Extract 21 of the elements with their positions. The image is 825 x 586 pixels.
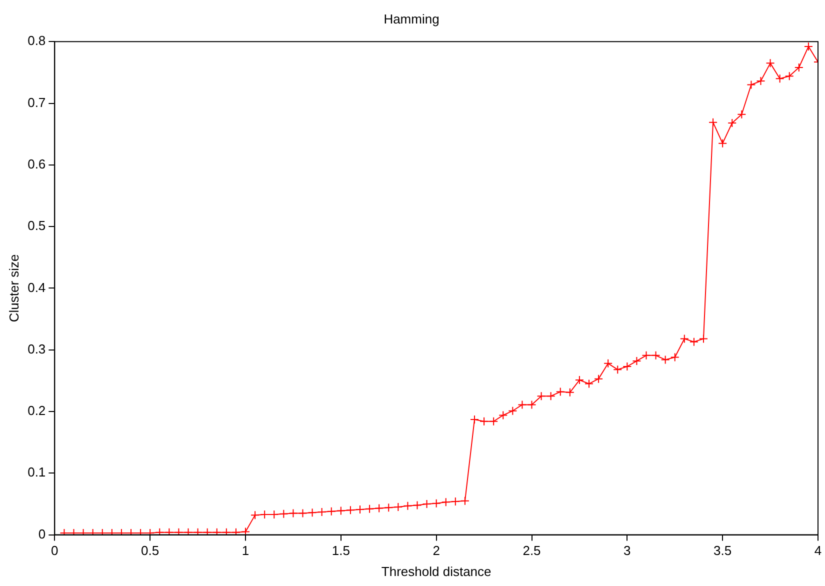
x-tick-label: 4 <box>814 543 822 558</box>
y-tick-label: 0.7 <box>28 94 46 110</box>
y-tick-label: 0.6 <box>28 156 46 172</box>
y-tick-label: 0.8 <box>28 33 46 48</box>
chart-title: Hamming <box>384 11 440 26</box>
y-tick-label: 0 <box>38 526 46 542</box>
x-axis-title: Threshold distance <box>381 564 492 579</box>
y-tick-label: 0.2 <box>28 403 46 418</box>
y-axis-title: Cluster size <box>6 254 22 322</box>
x-tick-label: 3 <box>624 543 631 558</box>
x-tick-label: 2 <box>432 543 440 558</box>
x-tick-label: 3.5 <box>714 543 732 558</box>
x-tick-label: 2.5 <box>522 543 541 558</box>
x-tick-label: 0 <box>51 543 58 558</box>
y-tick-label: 0.1 <box>28 464 46 480</box>
y-tick-label: 0.5 <box>28 218 46 234</box>
x-tick-label: 1.5 <box>332 543 350 558</box>
y-tick-label: 0.4 <box>28 280 46 295</box>
x-tick-label: 1 <box>242 543 250 558</box>
x-tick-label: 0.5 <box>141 543 160 558</box>
y-tick-label: 0.3 <box>28 341 46 356</box>
